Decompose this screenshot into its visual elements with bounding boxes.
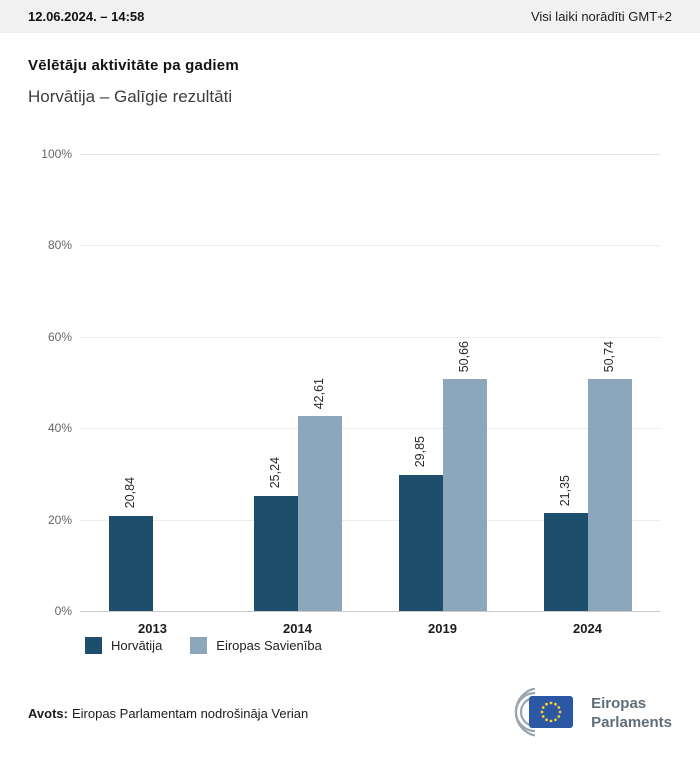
y-axis-tick-label: 100% <box>41 147 72 161</box>
eu-stars <box>540 701 562 723</box>
bar-value-label: 20,84 <box>122 477 137 509</box>
bar-2019-eiropas-savieniba <box>442 379 487 611</box>
gridline <box>80 154 660 155</box>
bar-2014-eiropas-savieniba <box>297 416 342 611</box>
legend-label: Eiropas Savienība <box>216 638 322 653</box>
gridline <box>80 428 660 430</box>
y-axis-tick-label: 20% <box>47 512 72 527</box>
page-title: Vēlētāju aktivitāte pa gadiem <box>28 57 239 74</box>
eu-flag <box>529 696 574 728</box>
plot-area: 20,84 2013 25,24 42,61 2014 29,85 50,66 2019 21,… <box>80 154 660 636</box>
ep-logo-line2: Parlaments <box>591 714 672 731</box>
gridline <box>80 519 660 521</box>
european-parliament-logo: Eiropas Parlaments <box>489 688 672 738</box>
y-axis-tick-label: 80% <box>47 238 72 253</box>
bar-2019-horvatija <box>398 474 443 611</box>
bar-chart: 20,84 2013 25,24 42,61 2014 29,85 50,66 2019 21,… <box>0 109 700 636</box>
timezone-note: Visi laiki norādīti GMT+2 <box>530 9 672 24</box>
datetime-label: 12.06.2024. – 14:58 <box>28 9 145 24</box>
x-axis-label-2014: 2014 <box>283 621 312 636</box>
gridline <box>80 611 660 612</box>
x-axis-label-2024: 2024 <box>573 621 602 636</box>
bar-value-label: 50,74 <box>601 340 616 373</box>
ep-logo-line1: Eiropas <box>591 695 647 712</box>
legend-item: Eiropas Savienība <box>190 637 322 654</box>
legend-item: Horvātija <box>85 637 162 654</box>
ep-logo-text: Eiropas Parlaments <box>591 694 672 732</box>
y-axis-tick-label: 0% <box>54 604 72 618</box>
bar-2024-eiropas-savieniba <box>587 379 632 611</box>
title-block: Vēlētāju aktivitāte pa gadiem Horvātija … <box>0 33 700 107</box>
legend-swatch <box>190 637 208 654</box>
source-label: Avots: <box>28 705 68 721</box>
source-note: Avots: Eiropas Parlamentam nodrošināja Ve… <box>28 706 308 721</box>
top-bar: 12.06.2024. – 14:58 Visi laiki norādīti … <box>0 0 700 33</box>
bar-2014-horvatija <box>253 495 298 611</box>
bar-value-label: 29,85 <box>412 436 427 468</box>
bar-value-label: 25,24 <box>267 457 282 489</box>
x-axis-label-2019: 2019 <box>428 621 457 636</box>
chart-legend: Horvātija Eiropas Savienība <box>0 637 700 654</box>
y-axis-tick-label: 40% <box>47 421 72 436</box>
source-text: Eiropas Parlamentam nodrošināja Verian <box>71 705 309 721</box>
ep-hemicycle-flag-icon <box>514 688 574 737</box>
bar-value-label: 42,61 <box>311 378 326 410</box>
y-axis-tick-label: 60% <box>47 329 72 344</box>
bar-value-label: 50,66 <box>456 341 471 373</box>
gridline <box>80 336 660 338</box>
legend-swatch <box>85 637 102 654</box>
page-subtitle: Horvātija – Galīgie rezultāti <box>28 87 233 106</box>
gridline <box>80 245 660 247</box>
bar-2013-horvatija <box>108 515 153 611</box>
x-axis-label-2013: 2013 <box>138 621 167 636</box>
bar-2024-horvatija <box>543 513 588 611</box>
bar-value-label: 21,35 <box>557 475 572 507</box>
legend-label: Horvātija <box>111 638 163 653</box>
footer: Avots: Eiropas Parlamentam nodrošināja Ve… <box>0 688 700 738</box>
